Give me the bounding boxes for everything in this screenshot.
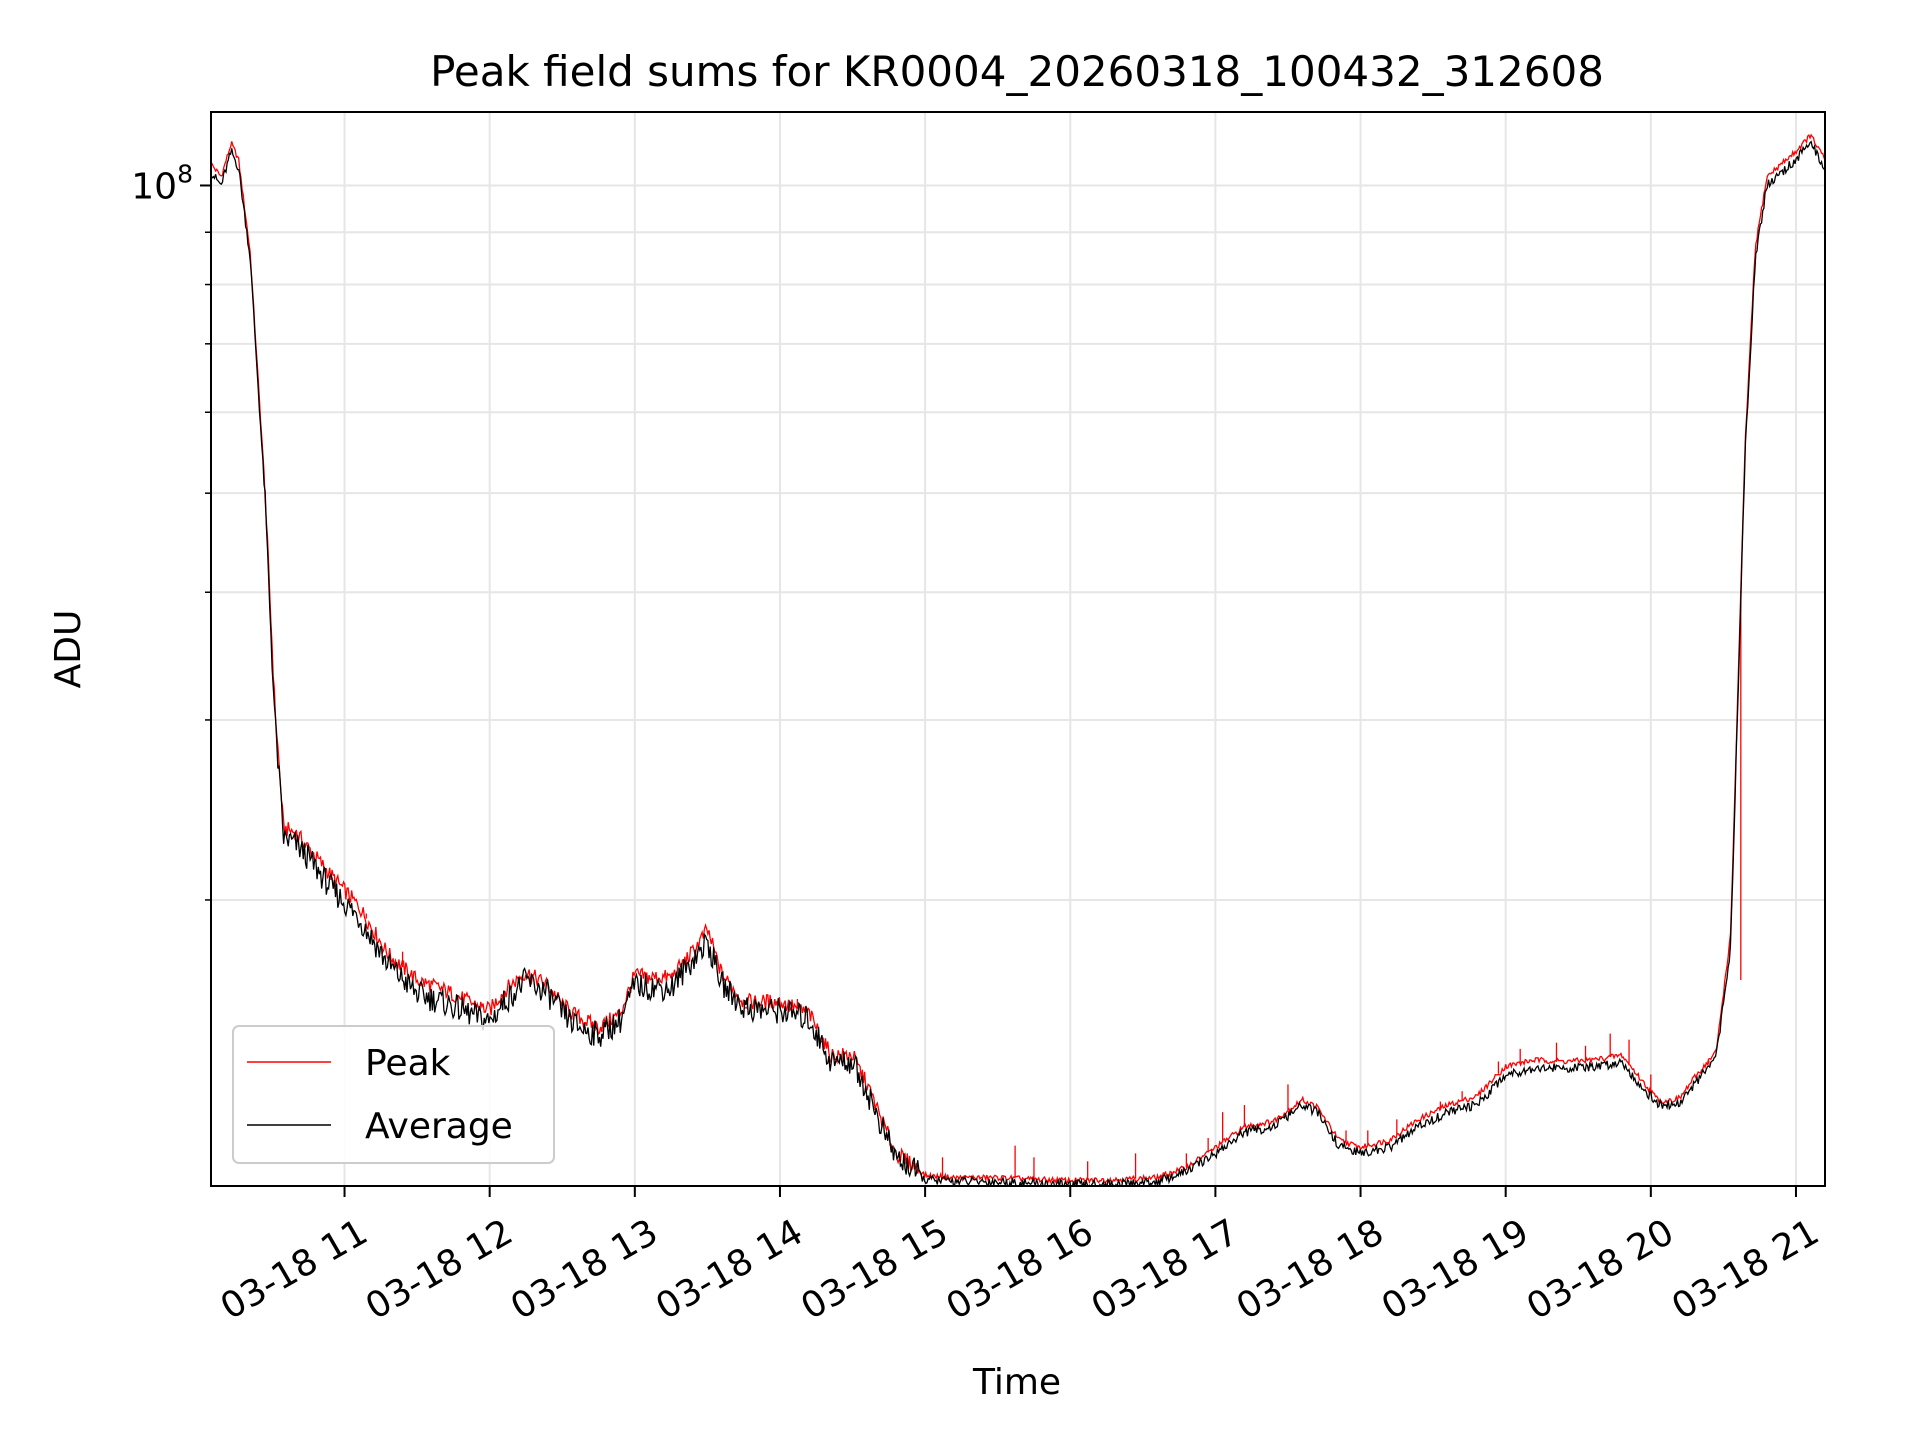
x-axis-label: Time — [972, 1362, 1061, 1403]
legend-label-average: Average — [365, 1106, 513, 1147]
series-average-line — [211, 140, 1825, 1186]
plot-frame — [210, 111, 1826, 1187]
series-average — [211, 140, 1825, 1186]
legend: Peak Average — [232, 1025, 555, 1164]
legend-box — [232, 1025, 555, 1164]
grid — [211, 112, 1825, 1186]
chart-title: Peak field sums for KR0004_20260318_1004… — [430, 47, 1604, 96]
y-axis-label: ADU — [48, 610, 89, 689]
series-area — [211, 133, 1825, 1186]
y-tick-label: 108 — [131, 159, 193, 207]
legend-label-peak: Peak — [365, 1043, 451, 1084]
